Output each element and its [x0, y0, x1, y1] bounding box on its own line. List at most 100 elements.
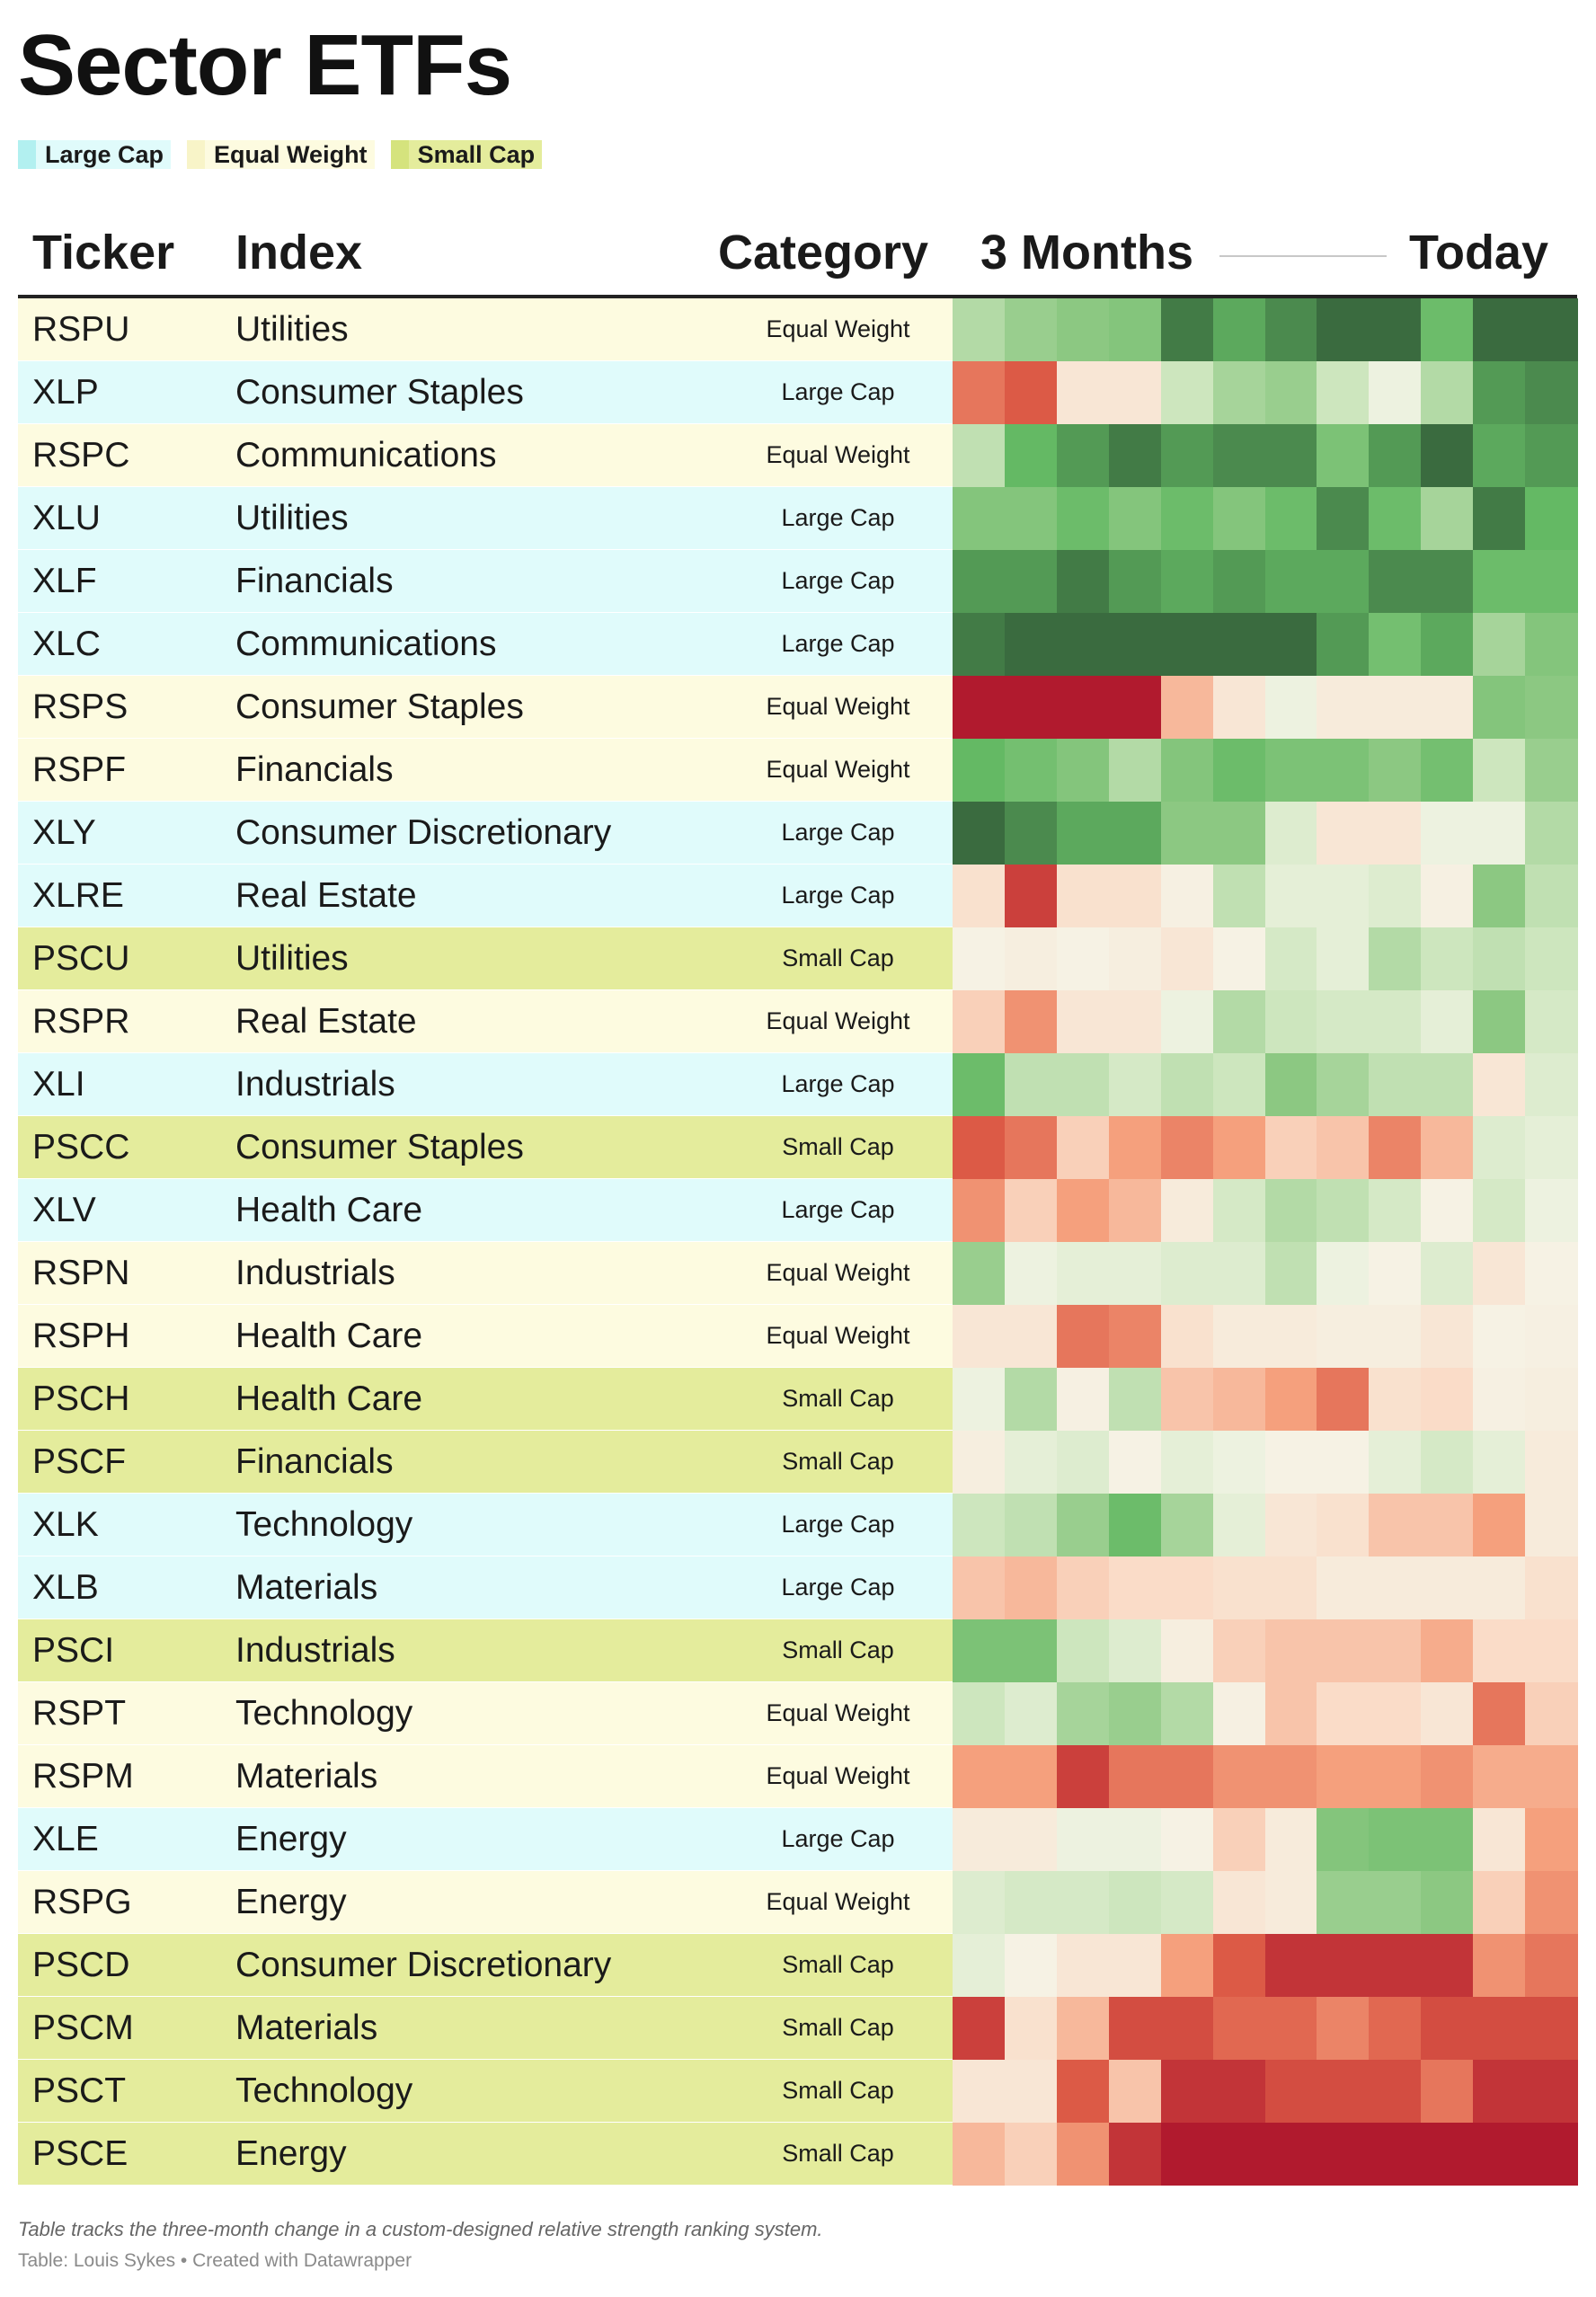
row-divider	[18, 1178, 953, 1179]
ticker-cell: PSCU	[32, 939, 130, 978]
heatmap-cell	[1421, 1871, 1474, 1934]
heatmap-cell	[1473, 1934, 1526, 1997]
heatmap-cell	[1264, 361, 1318, 424]
heatmap-cell	[953, 1179, 1006, 1242]
index-cell: Industrials	[235, 1065, 395, 1104]
row-divider	[18, 423, 953, 424]
heatmap-cell	[1317, 1179, 1370, 1242]
column-header-ticker: Ticker	[32, 226, 175, 279]
heatmap-cell	[1369, 550, 1422, 613]
row-category-shading	[18, 1934, 953, 1996]
heatmap-cell	[1056, 1997, 1110, 2060]
index-cell: Consumer Staples	[235, 1128, 524, 1166]
heatmap-cell	[1525, 1431, 1578, 1494]
heatmap-cell	[1421, 1368, 1474, 1431]
heatmap-cell	[1056, 2060, 1110, 2123]
table-row: PSCT Technology Small Cap	[18, 2060, 1578, 2123]
heatmap-cell	[1004, 1745, 1058, 1808]
legend: Large Cap Equal Weight Small Cap	[18, 140, 543, 169]
heatmap-cell	[1004, 298, 1058, 361]
heatmap-cell	[1317, 1494, 1370, 1556]
heatmap-cell	[1004, 739, 1058, 802]
heatmap-cell	[1421, 1305, 1474, 1368]
index-cell: Health Care	[235, 1379, 423, 1418]
heatmap-cell	[1317, 1808, 1370, 1871]
index-cell: Materials	[235, 1568, 378, 1607]
legend-item-equal-weight: Equal Weight	[187, 140, 375, 169]
heatmap-cell	[1317, 676, 1370, 739]
footnote: Table tracks the three-month change in a…	[18, 2218, 823, 2240]
heatmap-cell	[1317, 2123, 1370, 2186]
heatmap-cell	[1056, 1305, 1110, 1368]
row-divider	[18, 1493, 953, 1494]
heatmap-cell	[1473, 1053, 1526, 1116]
index-cell: Energy	[235, 1883, 347, 1921]
heatmap-cell	[1160, 550, 1214, 613]
heatmap-cell	[1369, 1997, 1422, 2060]
heatmap-cell	[1264, 1242, 1318, 1305]
heatmap-cell	[1473, 1179, 1526, 1242]
ticker-cell: XLF	[32, 562, 97, 600]
row-category-shading	[18, 1116, 953, 1178]
ticker-cell: RSPR	[32, 1002, 130, 1041]
heatmap-cell	[1369, 1431, 1422, 1494]
row-category-shading	[18, 613, 953, 675]
ticker-cell: RSPS	[32, 687, 129, 726]
table-row: RSPR Real Estate Equal Weight	[18, 990, 1578, 1053]
heatmap-cell	[1421, 1556, 1474, 1619]
heatmap-cell	[1473, 1808, 1526, 1871]
category-cell: Small Cap	[782, 945, 894, 971]
heatmap-cell	[1212, 1368, 1266, 1431]
heatmap-cell	[1004, 1934, 1058, 1997]
table-header: Ticker Index Category 3 Months Today	[18, 216, 1577, 298]
index-cell: Consumer Discretionary	[235, 1946, 612, 1984]
row-divider	[18, 1744, 953, 1745]
heatmap-cell	[1264, 802, 1318, 865]
heatmap-cell	[1056, 739, 1110, 802]
row-category-shading	[18, 990, 953, 1052]
heatmap-cell	[1160, 1871, 1214, 1934]
table-row: XLB Materials Large Cap	[18, 1556, 1578, 1619]
heatmap-strip	[953, 1619, 1578, 1682]
heatmap-cell	[1160, 1997, 1214, 2060]
heatmap-cell	[1264, 2060, 1318, 2123]
heatmap-cell	[1004, 2060, 1058, 2123]
heatmap-cell	[1317, 1745, 1370, 1808]
ticker-cell: XLC	[32, 625, 101, 663]
row-category-shading	[18, 1808, 953, 1870]
heatmap-cell	[1212, 739, 1266, 802]
row-divider	[18, 1430, 953, 1431]
table-row: RSPF Financials Equal Weight	[18, 739, 1578, 802]
heatmap-cell	[1421, 802, 1474, 865]
heatmap-cell	[953, 1934, 1006, 1997]
heatmap-cell	[1369, 1934, 1422, 1997]
heatmap-cell	[1369, 1242, 1422, 1305]
heatmap-cell	[1421, 865, 1474, 927]
heatmap-cell	[1056, 1116, 1110, 1179]
heatmap-cell	[1525, 865, 1578, 927]
legend-swatch-large-cap	[18, 140, 36, 169]
row-category-shading	[18, 739, 953, 801]
heatmap-cell	[1108, 1431, 1162, 1494]
table-row: RSPC Communications Equal Weight	[18, 424, 1578, 487]
heatmap-cell	[1264, 739, 1318, 802]
heatmap-cell	[1160, 298, 1214, 361]
heatmap-cell	[1004, 613, 1058, 676]
heatmap-cell	[1212, 990, 1266, 1053]
heatmap-cell	[1004, 1808, 1058, 1871]
heatmap-cell	[1525, 1934, 1578, 1997]
index-cell: Financials	[235, 1442, 394, 1481]
heatmap-cell	[1264, 550, 1318, 613]
heatmap-cell	[1369, 1556, 1422, 1619]
heatmap-cell	[1525, 990, 1578, 1053]
heatmap-strip	[953, 361, 1578, 424]
index-cell: Financials	[235, 750, 394, 789]
heatmap-cell	[1004, 2123, 1058, 2186]
heatmap-cell	[1473, 424, 1526, 487]
heatmap-cell	[953, 1556, 1006, 1619]
heatmap-cell	[1369, 990, 1422, 1053]
heatmap-cell	[1108, 361, 1162, 424]
heatmap-cell	[1004, 1556, 1058, 1619]
row-divider	[18, 1807, 953, 1808]
heatmap-cell	[1160, 1808, 1214, 1871]
